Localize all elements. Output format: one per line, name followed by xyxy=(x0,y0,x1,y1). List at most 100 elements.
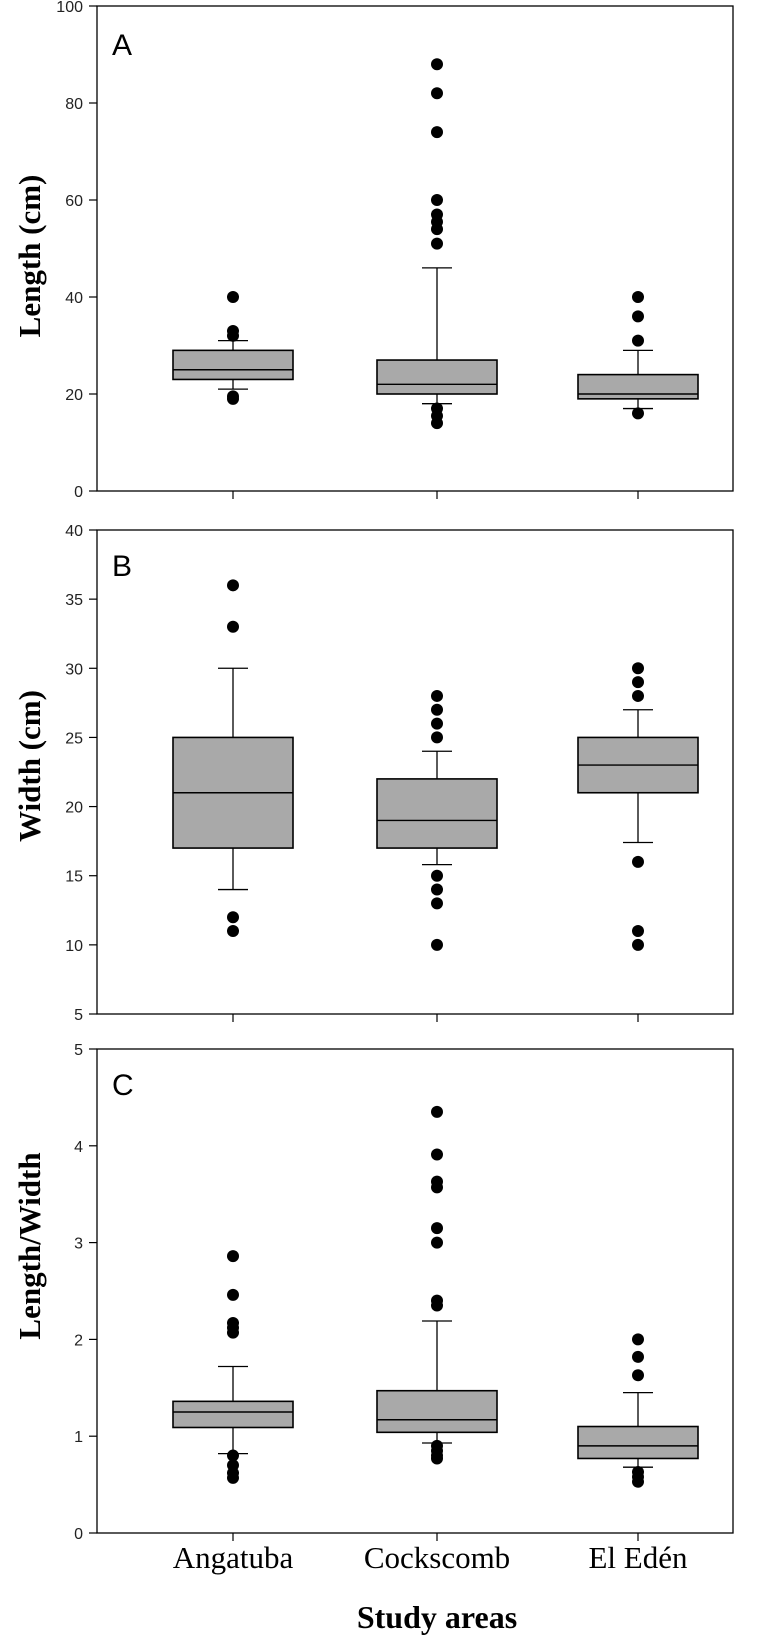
outlier-point xyxy=(632,1333,644,1346)
outlier-point xyxy=(632,676,644,689)
outlier-point xyxy=(632,938,644,951)
outlier-point xyxy=(431,1175,443,1188)
y-tick-label-c: 0 xyxy=(74,1526,83,1543)
panel-b: 5 10 15 20 25 30 35 40 xyxy=(65,523,734,1024)
y-axis-label-c: Length/Width xyxy=(12,1152,47,1339)
iqr-box xyxy=(376,359,498,395)
outlier-point xyxy=(632,334,644,347)
outlier-point xyxy=(431,237,443,250)
x-category-label-cockscomb: Cockscomb xyxy=(364,1540,510,1575)
outlier-point xyxy=(227,324,239,337)
plot-frame-a xyxy=(96,5,734,492)
x-axis-title: Study areas xyxy=(357,1599,517,1635)
panel-label-a: A xyxy=(112,29,132,62)
panel-c: 0 1 2 3 4 5 xyxy=(74,1042,734,1543)
iqr-box xyxy=(376,778,498,849)
outlier-point xyxy=(632,689,644,702)
box-el-eden-c xyxy=(577,1333,699,1488)
y-tick-label-a: 20 xyxy=(65,387,83,404)
box-el-eden-b xyxy=(577,662,699,951)
y-tick-label-b: 10 xyxy=(65,938,83,955)
outlier-point xyxy=(632,925,644,938)
outlier-point xyxy=(632,662,644,675)
outlier-point xyxy=(431,1294,443,1307)
x-category-label-angatuba: Angatuba xyxy=(173,1540,294,1575)
outlier-point xyxy=(431,1236,443,1249)
outlier-point xyxy=(227,291,239,303)
y-tick-label-a: 100 xyxy=(56,0,83,16)
outlier-point xyxy=(431,717,443,730)
outlier-point xyxy=(632,407,644,420)
plot-frame-b xyxy=(96,529,734,1015)
outlier-point xyxy=(227,1288,239,1301)
box-el-eden-a xyxy=(577,291,699,420)
box-angatuba-b xyxy=(172,579,294,938)
outlier-point xyxy=(632,1350,644,1363)
outlier-point xyxy=(431,58,443,71)
y-tick-label-c: 4 xyxy=(74,1139,83,1156)
outlier-point xyxy=(431,731,443,744)
outlier-point xyxy=(227,620,239,633)
panel-label-c: C xyxy=(112,1069,134,1102)
outlier-point xyxy=(431,194,443,206)
outlier-point xyxy=(431,208,443,221)
box-cockscomb-b xyxy=(376,689,498,951)
y-axis-label-b: Width (cm) xyxy=(12,690,47,842)
iqr-box xyxy=(577,373,699,400)
y-tick-label-b: 30 xyxy=(65,661,83,678)
y-axis-label-a: Length (cm) xyxy=(12,175,47,338)
y-tick-label-b: 15 xyxy=(65,869,83,886)
outlier-point xyxy=(431,126,443,139)
iqr-box xyxy=(172,1400,294,1429)
y-tick-label-c: 5 xyxy=(74,1042,83,1059)
outlier-point xyxy=(431,883,443,896)
y-tick-label-c: 1 xyxy=(74,1429,83,1446)
outlier-point xyxy=(632,1466,644,1479)
box-cockscomb-c xyxy=(376,1105,498,1465)
iqr-box xyxy=(376,1389,498,1434)
box-angatuba-a xyxy=(172,291,294,405)
y-tick-label-c: 3 xyxy=(74,1236,83,1253)
outlier-point xyxy=(227,1250,239,1263)
outlier-point xyxy=(431,1148,443,1161)
y-tick-label-b: 5 xyxy=(74,1007,83,1024)
y-tick-label-a: 40 xyxy=(65,290,83,307)
outlier-point xyxy=(227,390,239,403)
y-tick-label-c: 2 xyxy=(74,1332,83,1349)
outlier-point xyxy=(431,1439,443,1452)
outlier-point xyxy=(431,703,443,716)
outlier-point xyxy=(431,402,443,415)
outlier-point xyxy=(431,1222,443,1235)
outlier-point xyxy=(632,855,644,868)
outlier-point xyxy=(632,1369,644,1382)
y-tick-label-b: 40 xyxy=(65,523,83,540)
x-category-label-el-eden: El Edén xyxy=(589,1540,688,1575)
outlier-point xyxy=(227,1449,239,1462)
outlier-point xyxy=(431,689,443,702)
y-tick-label-a: 80 xyxy=(65,96,83,113)
outlier-point xyxy=(431,897,443,910)
iqr-box xyxy=(577,1425,699,1460)
outlier-point xyxy=(431,869,443,882)
iqr-box xyxy=(172,349,294,381)
y-tick-label-b: 35 xyxy=(65,592,83,609)
outlier-point xyxy=(431,938,443,951)
outlier-point xyxy=(227,1459,239,1472)
y-tick-label-b: 25 xyxy=(65,730,83,747)
outlier-point xyxy=(632,291,644,303)
y-tick-label-a: 60 xyxy=(65,193,83,210)
outlier-point xyxy=(227,579,239,592)
panel-a: 0 20 40 60 80 100 xyxy=(56,0,734,501)
outlier-point xyxy=(632,310,644,323)
box-cockscomb-a xyxy=(376,58,498,430)
outlier-point xyxy=(431,87,443,100)
outlier-point xyxy=(227,1316,239,1329)
box-angatuba-c xyxy=(172,1250,294,1484)
y-tick-label-a: 0 xyxy=(74,484,83,501)
outlier-point xyxy=(227,925,239,938)
y-tick-label-b: 20 xyxy=(65,800,83,817)
plot-frame-c xyxy=(96,1048,734,1534)
outlier-point xyxy=(227,911,239,924)
outlier-point xyxy=(431,1105,443,1118)
